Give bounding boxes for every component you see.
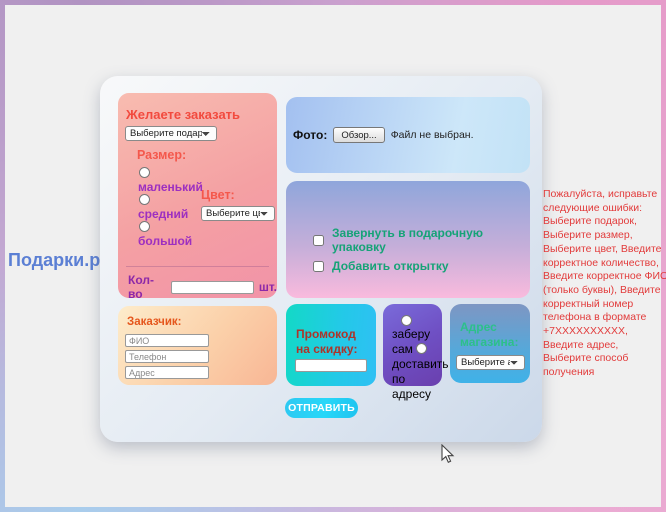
size-option-small[interactable]: маленький (138, 167, 203, 194)
browse-button[interactable]: Обзор... (333, 127, 385, 143)
customer-phone-input[interactable] (125, 350, 209, 363)
photo-label: Фото: (293, 128, 328, 142)
customer-address-input[interactable] (125, 366, 209, 379)
order-title: Желаете заказать (126, 107, 241, 122)
giftwrap-checkbox[interactable] (313, 234, 324, 246)
courier-label: доставить по адресу (392, 357, 449, 401)
postcard-label: Добавить открытку (332, 259, 449, 273)
quantity-input[interactable] (170, 280, 254, 294)
customer-title: Заказчик: (127, 316, 182, 328)
color-label: Цвет: (201, 188, 235, 202)
quantity-label: Кол-во (128, 273, 154, 301)
quantity-row: Кол-во шт. (128, 273, 277, 301)
page-background: Подарки.ру Желаете заказать Выберите под… (5, 5, 666, 507)
size-radio-large[interactable] (139, 221, 150, 232)
order-divider (126, 266, 269, 267)
size-option-label: большой (138, 234, 193, 248)
promo-input[interactable] (295, 359, 367, 372)
photo-panel: Фото: Обзор... Файл не выбран. (286, 97, 530, 173)
customer-name-input[interactable] (125, 334, 209, 347)
site-logo: Подарки.ру (8, 250, 110, 270)
color-select[interactable]: Выберите цвет (201, 206, 275, 221)
customer-panel: Заказчик: (118, 306, 277, 385)
options-list: Завернуть в подарочную упаковку Добавить… (313, 226, 530, 278)
size-radio-medium[interactable] (139, 194, 150, 205)
order-panel: Желаете заказать Выберите подарок Размер… (118, 93, 277, 301)
size-radio-small[interactable] (139, 167, 150, 178)
mouse-cursor-icon (441, 444, 455, 464)
size-radio-group: маленький средний большой (138, 167, 203, 248)
store-panel: Адрес магазина: Выберите адрес (450, 304, 530, 383)
gift-select[interactable]: Выберите подарок (125, 126, 217, 141)
size-option-medium[interactable]: средний (138, 194, 203, 221)
store-address-select[interactable]: Выберите адрес (456, 355, 525, 370)
size-option-large[interactable]: большой (138, 221, 203, 248)
size-option-label: средний (138, 207, 189, 221)
customer-fields (125, 334, 209, 382)
color-group: Цвет: Выберите цвет (201, 188, 275, 221)
validation-errors: Пожалуйста, исправьте следующие ошибки: … (543, 188, 666, 379)
order-form-card: Желаете заказать Выберите подарок Размер… (100, 76, 542, 442)
postcard-checkbox[interactable] (313, 260, 324, 272)
courier-radio[interactable] (416, 343, 428, 354)
delivery-options: заберу сам доставить по адресу (392, 313, 449, 402)
pickup-label: заберу сам (392, 327, 431, 356)
pickup-radio[interactable] (401, 315, 412, 326)
file-status-text: Файл не выбран. (390, 129, 474, 141)
promo-panel: Промокод на скидку: (286, 304, 376, 386)
promo-title: Промокод на скидку: (296, 327, 358, 356)
quantity-unit: шт. (258, 280, 277, 294)
postcard-option[interactable]: Добавить открытку (313, 259, 530, 273)
delivery-panel: заберу сам доставить по адресу (383, 304, 449, 401)
giftwrap-label: Завернуть в подарочную упаковку (332, 226, 483, 254)
store-title: Адрес магазина: (460, 320, 519, 349)
submit-button[interactable]: ОТПРАВИТЬ (285, 398, 358, 418)
options-panel: Завернуть в подарочную упаковку Добавить… (286, 181, 530, 298)
size-label: Размер: (137, 148, 187, 162)
photo-row: Фото: Обзор... Файл не выбран. (286, 97, 530, 173)
size-option-label: маленький (138, 180, 203, 194)
giftwrap-option[interactable]: Завернуть в подарочную упаковку (313, 226, 530, 254)
